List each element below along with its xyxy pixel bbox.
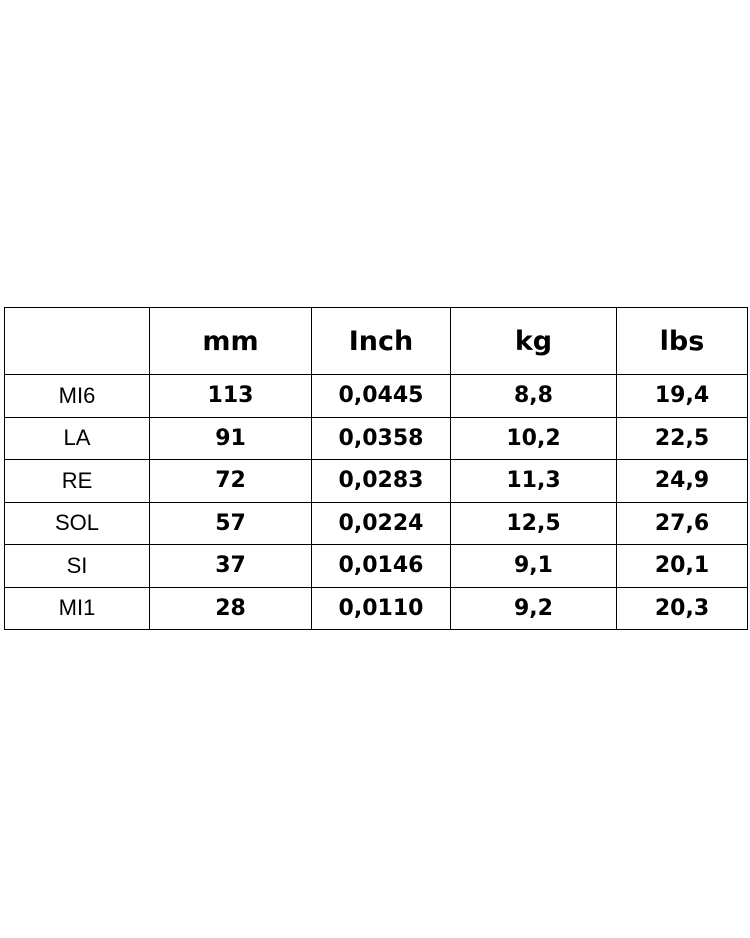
data-cell: 0,0224 xyxy=(311,501,451,545)
data-row: MI6 113 0,0445 8,8 19,4 xyxy=(4,374,748,418)
data-cell: 27,6 xyxy=(616,501,748,545)
header-row: mm Inch kg lbs xyxy=(4,307,748,375)
corner-cell xyxy=(4,307,150,375)
data-cell: 9,1 xyxy=(450,544,617,588)
data-cell: 24,9 xyxy=(616,459,748,503)
data-cell: 72 xyxy=(149,459,312,503)
data-cell: 113 xyxy=(149,374,312,418)
data-row: RE 72 0,0283 11,3 24,9 xyxy=(4,459,748,503)
row-label: LA xyxy=(4,416,150,460)
table-body: mm Inch kg lbs MI6 113 0,0445 8,8 19,4 LA 91 0,0358… xyxy=(4,307,748,630)
data-cell: 0,0283 xyxy=(311,459,451,503)
data-row: LA 91 0,0358 10,2 22,5 xyxy=(4,416,748,460)
data-cell: 0,0445 xyxy=(311,374,451,418)
data-row: SI 37 0,0146 9,1 20,1 xyxy=(4,544,748,588)
data-cell: 28 xyxy=(149,586,312,630)
data-cell: 57 xyxy=(149,501,312,545)
data-cell: 20,3 xyxy=(616,586,748,630)
data-cell: 22,5 xyxy=(616,416,748,460)
data-cell: 0,0146 xyxy=(311,544,451,588)
data-row: SOL 57 0,0224 12,5 27,6 xyxy=(4,501,748,545)
data-cell: 9,2 xyxy=(450,586,617,630)
data-cell: 11,3 xyxy=(450,459,617,503)
row-label: MI6 xyxy=(4,374,150,418)
data-cell: 0,0358 xyxy=(311,416,451,460)
data-cell: 91 xyxy=(149,416,312,460)
data-row: MI1 28 0,0110 9,2 20,3 xyxy=(4,586,748,630)
data-cell: 0,0110 xyxy=(311,586,451,630)
header-cell: mm xyxy=(149,307,312,375)
data-cell: 10,2 xyxy=(450,416,617,460)
row-label: SI xyxy=(4,544,150,588)
header-cell: kg xyxy=(450,307,617,375)
data-cell: 12,5 xyxy=(450,501,617,545)
data-cell: 20,1 xyxy=(616,544,748,588)
row-label: MI1 xyxy=(4,586,150,630)
data-cell: 19,4 xyxy=(616,374,748,418)
data-table: mm Inch kg lbs MI6 113 0,0445 8,8 19,4 LA 91 0,0358… xyxy=(4,307,748,630)
data-cell: 8,8 xyxy=(450,374,617,418)
data-cell: 37 xyxy=(149,544,312,588)
header-cell: lbs xyxy=(616,307,748,375)
header-cell: Inch xyxy=(311,307,451,375)
row-label: RE xyxy=(4,459,150,503)
row-label: SOL xyxy=(4,501,150,545)
